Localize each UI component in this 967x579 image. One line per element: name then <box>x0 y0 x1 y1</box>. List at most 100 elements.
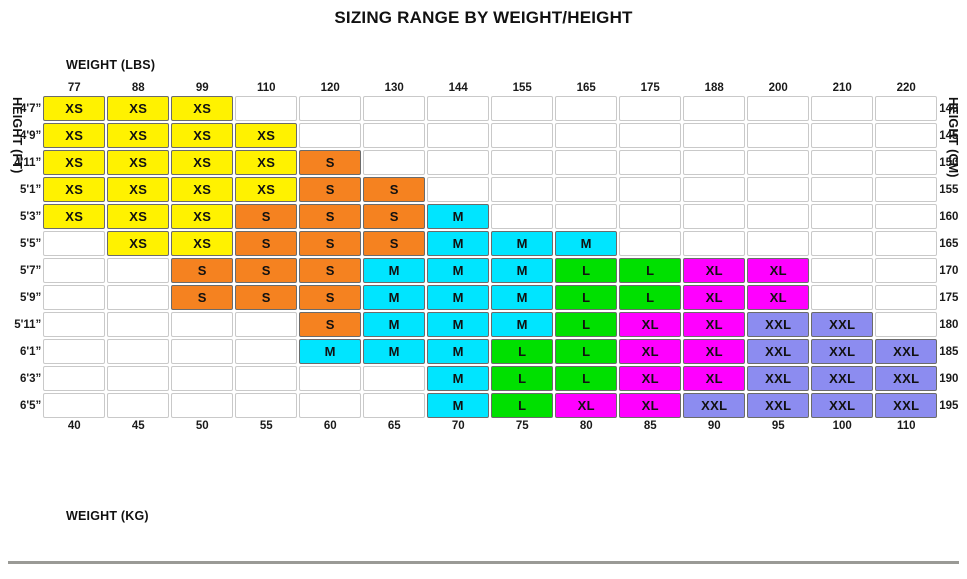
size-cell-empty[interactable] <box>427 177 490 202</box>
size-cell-empty[interactable] <box>619 123 682 148</box>
size-cell-xs[interactable]: XS <box>235 177 298 202</box>
size-cell-s[interactable]: S <box>235 231 298 256</box>
size-cell-empty[interactable] <box>619 150 682 175</box>
size-cell-s[interactable]: S <box>363 231 426 256</box>
size-cell-xl[interactable]: XL <box>555 393 618 418</box>
size-cell-m[interactable]: M <box>363 312 426 337</box>
size-cell-empty[interactable] <box>427 150 490 175</box>
size-cell-empty[interactable] <box>619 177 682 202</box>
size-cell-xs[interactable]: XS <box>43 204 106 229</box>
size-cell-s[interactable]: S <box>171 285 234 310</box>
size-cell-s[interactable]: S <box>299 150 362 175</box>
size-cell-l[interactable]: L <box>619 258 682 283</box>
size-cell-l[interactable]: L <box>555 258 618 283</box>
size-cell-empty[interactable] <box>491 204 554 229</box>
size-cell-empty[interactable] <box>875 285 938 310</box>
size-cell-empty[interactable] <box>811 123 874 148</box>
size-cell-l[interactable]: L <box>619 285 682 310</box>
size-cell-empty[interactable] <box>171 366 234 391</box>
size-cell-empty[interactable] <box>811 285 874 310</box>
size-cell-xxl[interactable]: XXL <box>875 339 938 364</box>
size-cell-xs[interactable]: XS <box>171 177 234 202</box>
size-cell-empty[interactable] <box>555 204 618 229</box>
size-cell-empty[interactable] <box>555 177 618 202</box>
size-cell-m[interactable]: M <box>363 258 426 283</box>
size-cell-l[interactable]: L <box>491 339 554 364</box>
size-cell-empty[interactable] <box>107 312 170 337</box>
size-cell-m[interactable]: M <box>427 393 490 418</box>
size-cell-xs[interactable]: XS <box>107 204 170 229</box>
size-cell-empty[interactable] <box>555 123 618 148</box>
size-cell-empty[interactable] <box>875 96 938 121</box>
size-cell-empty[interactable] <box>43 312 106 337</box>
size-cell-empty[interactable] <box>555 96 618 121</box>
size-cell-s[interactable]: S <box>299 177 362 202</box>
size-cell-xs[interactable]: XS <box>171 96 234 121</box>
size-cell-s[interactable]: S <box>235 258 298 283</box>
size-cell-empty[interactable] <box>747 150 810 175</box>
size-cell-empty[interactable] <box>683 204 746 229</box>
size-cell-s[interactable]: S <box>299 312 362 337</box>
size-cell-m[interactable]: M <box>491 258 554 283</box>
size-cell-xs[interactable]: XS <box>43 96 106 121</box>
size-cell-xl[interactable]: XL <box>683 258 746 283</box>
size-cell-empty[interactable] <box>43 366 106 391</box>
size-cell-xl[interactable]: XL <box>619 312 682 337</box>
size-cell-xl[interactable]: XL <box>683 366 746 391</box>
size-cell-xxl[interactable]: XXL <box>875 393 938 418</box>
size-cell-empty[interactable] <box>683 177 746 202</box>
size-cell-s[interactable]: S <box>299 258 362 283</box>
size-cell-empty[interactable] <box>683 123 746 148</box>
size-cell-empty[interactable] <box>43 393 106 418</box>
size-cell-xs[interactable]: XS <box>107 150 170 175</box>
size-cell-empty[interactable] <box>491 177 554 202</box>
size-cell-xs[interactable]: XS <box>43 123 106 148</box>
size-cell-empty[interactable] <box>363 123 426 148</box>
size-cell-xs[interactable]: XS <box>107 123 170 148</box>
size-cell-m[interactable]: M <box>555 231 618 256</box>
size-cell-empty[interactable] <box>747 204 810 229</box>
size-cell-l[interactable]: L <box>555 312 618 337</box>
size-cell-empty[interactable] <box>171 312 234 337</box>
size-cell-empty[interactable] <box>875 204 938 229</box>
size-cell-s[interactable]: S <box>363 204 426 229</box>
size-cell-l[interactable]: L <box>555 339 618 364</box>
size-cell-empty[interactable] <box>43 339 106 364</box>
size-cell-empty[interactable] <box>107 285 170 310</box>
size-cell-empty[interactable] <box>747 231 810 256</box>
size-cell-xxl[interactable]: XXL <box>747 312 810 337</box>
size-cell-empty[interactable] <box>555 150 618 175</box>
size-cell-xxl[interactable]: XXL <box>875 366 938 391</box>
size-cell-m[interactable]: M <box>427 366 490 391</box>
size-cell-empty[interactable] <box>491 123 554 148</box>
size-cell-xs[interactable]: XS <box>235 150 298 175</box>
size-cell-xs[interactable]: XS <box>171 231 234 256</box>
size-cell-xl[interactable]: XL <box>619 393 682 418</box>
size-cell-xs[interactable]: XS <box>171 150 234 175</box>
size-cell-empty[interactable] <box>875 150 938 175</box>
size-cell-xl[interactable]: XL <box>747 285 810 310</box>
size-cell-m[interactable]: M <box>491 231 554 256</box>
size-cell-m[interactable]: M <box>299 339 362 364</box>
size-cell-empty[interactable] <box>491 150 554 175</box>
size-cell-l[interactable]: L <box>555 285 618 310</box>
size-cell-s[interactable]: S <box>363 177 426 202</box>
size-cell-xxl[interactable]: XXL <box>683 393 746 418</box>
size-cell-empty[interactable] <box>107 339 170 364</box>
size-cell-empty[interactable] <box>107 393 170 418</box>
size-cell-empty[interactable] <box>683 96 746 121</box>
size-cell-empty[interactable] <box>875 177 938 202</box>
size-cell-xxl[interactable]: XXL <box>747 339 810 364</box>
size-cell-m[interactable]: M <box>363 339 426 364</box>
size-cell-empty[interactable] <box>363 150 426 175</box>
size-cell-m[interactable]: M <box>427 258 490 283</box>
size-cell-empty[interactable] <box>235 312 298 337</box>
size-cell-empty[interactable] <box>107 258 170 283</box>
size-cell-empty[interactable] <box>875 258 938 283</box>
size-cell-xs[interactable]: XS <box>171 204 234 229</box>
size-cell-xs[interactable]: XS <box>43 177 106 202</box>
size-cell-s[interactable]: S <box>235 285 298 310</box>
size-cell-l[interactable]: L <box>491 393 554 418</box>
size-cell-empty[interactable] <box>43 231 106 256</box>
size-cell-empty[interactable] <box>875 312 938 337</box>
